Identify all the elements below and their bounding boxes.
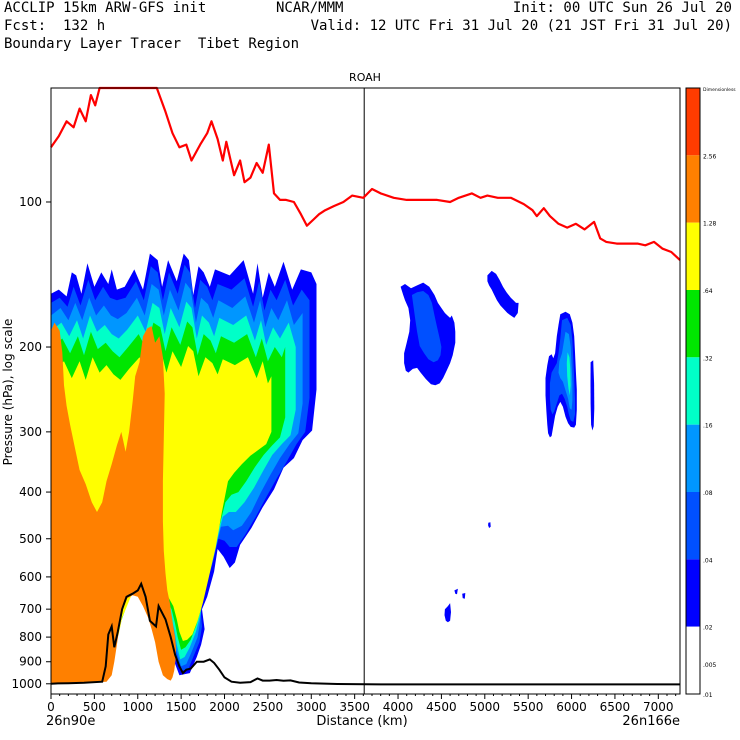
y-tick-label: 700 [19,602,42,616]
y-tick-label: 900 [19,655,42,669]
x-tick-label: 1500 [166,700,197,714]
x-tick-label: 3000 [296,700,327,714]
y-tick-label: 600 [19,570,42,584]
x-tick-label: 5500 [513,700,544,714]
x-end-location: 26n166e [622,714,680,729]
header-model-title: ACCLIP 15km ARW-GFS init [4,0,207,16]
plot-frame [50,87,681,695]
y-tick-label: 300 [19,425,42,439]
chart-title: ROAH [349,71,381,84]
colorbar-frame [685,87,701,695]
colorbar-label: Dimensionless [703,87,736,93]
tracer-region-p01 [444,603,451,623]
y-tick-label: 200 [19,340,42,354]
colorbar-swatch [686,290,700,358]
colorbar-label: 2.56 [703,153,717,160]
tracer-region-p01 [454,588,458,595]
tracer-region-p01 [590,360,595,431]
tracer-region-p01 [487,270,519,318]
y-tick-label: 500 [19,532,42,546]
tracer-region-p01 [488,522,491,528]
header-forecast-hour: Fcst: 132 h [4,18,106,34]
colorbar-swatch [686,626,700,694]
header-init-time: Init: 00 UTC Sun 26 Jul 20 [512,0,732,16]
tracer-fills [51,253,595,684]
colorbar-label: 1.28 [703,221,717,228]
colorbar-label: .04 [703,557,713,564]
x-tick-label: 0 [47,700,55,714]
colorbar-swatch [686,155,700,223]
terrain-line [50,581,680,686]
x-tick-label: 2500 [253,700,284,714]
colorbar: Dimensionless 2.56 1.28 .64 .32 .16 .08 .04 .02.… [685,87,736,699]
colorbar-label: .32 [703,355,713,362]
colorbar-label: .01 [703,692,713,699]
y-tick-label: 800 [19,630,42,644]
colorbar-swatch [686,492,700,560]
colorbar-label: .005 [703,662,717,669]
x-tick-label: 5000 [470,700,501,714]
x-tick-label: 3500 [339,700,370,714]
header-field-description: Boundary Layer Tracer Tibet Region [4,36,300,52]
x-tick-label: 500 [83,700,106,714]
colorbar-swatch [686,424,700,492]
colorbar-swatch [686,357,700,425]
colorbar-swatch [686,559,700,627]
header-organization: NCAR/MMM [276,0,344,16]
tracer-region-p02 [411,291,442,363]
x-axis: 0 500 1000 1500 2000 2500 3000 3500 4000 4500 5000… [47,694,677,714]
x-tick-label: 6000 [556,700,587,714]
x-tick-label: 4000 [383,700,414,714]
x-tick-label: 4500 [426,700,457,714]
colorbar-label: .02 [703,625,713,632]
tracer-region-p01 [462,593,466,599]
x-tick-label: 6500 [600,700,631,714]
header-valid-time: Valid: 12 UTC Fri 31 Jul 20 (21 JST Fri … [310,18,732,34]
colorbar-swatch [686,222,700,290]
tropopause-line [50,86,681,261]
x-axis-label: Distance (km) [316,714,407,729]
x-tick-label: 7000 [643,700,674,714]
y-tick-label: 100 [19,195,42,209]
colorbar-label: .16 [703,423,713,430]
y-tick-label: 1000 [11,677,42,691]
tracer-region-p08 [566,352,571,396]
y-axis: 100 200 300 400 500 600 700 800 900 1000 [11,195,51,691]
colorbar-label: .08 [703,490,713,497]
y-tick-label: 400 [19,485,42,499]
x-tick-label: 2000 [209,700,240,714]
colorbar-swatch [686,88,700,156]
colorbar-label: .64 [703,288,713,295]
x-start-location: 26n90e [46,714,95,729]
y-axis-label: Pressure (hPa), log scale [1,319,15,466]
x-tick-label: 1000 [122,700,153,714]
